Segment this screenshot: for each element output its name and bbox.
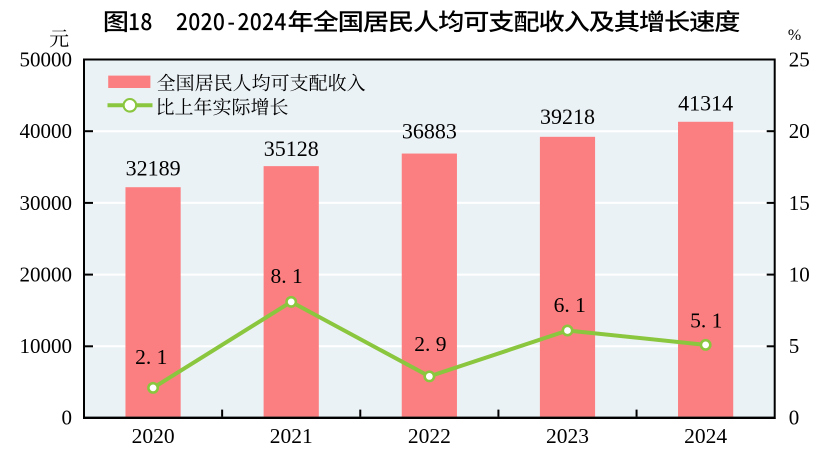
svg-text:5. 1: 5. 1 — [690, 308, 722, 332]
svg-text:32189: 32189 — [126, 155, 181, 180]
svg-text:50000: 50000 — [20, 47, 73, 71]
svg-text:41314: 41314 — [678, 91, 733, 116]
svg-text:10000: 10000 — [20, 334, 73, 358]
svg-text:8. 1: 8. 1 — [270, 264, 302, 288]
svg-text:2022: 2022 — [408, 424, 451, 448]
svg-text:%: % — [788, 27, 801, 44]
svg-text:36883: 36883 — [402, 118, 457, 143]
svg-text:2021: 2021 — [270, 424, 313, 448]
svg-text:0: 0 — [62, 406, 73, 430]
svg-text:2023: 2023 — [546, 424, 589, 448]
svg-text:5: 5 — [789, 334, 800, 358]
svg-text:2. 9: 2. 9 — [414, 332, 446, 356]
svg-text:2020: 2020 — [132, 424, 175, 448]
svg-text:20000: 20000 — [20, 263, 73, 287]
svg-text:39218: 39218 — [540, 104, 595, 129]
svg-text:35128: 35128 — [264, 136, 319, 161]
svg-text:25: 25 — [789, 47, 810, 71]
svg-text:6. 1: 6. 1 — [554, 293, 586, 317]
svg-text:2024: 2024 — [684, 424, 727, 448]
svg-text:40000: 40000 — [20, 119, 73, 143]
svg-text:20: 20 — [789, 119, 810, 143]
svg-text:15: 15 — [789, 191, 810, 215]
svg-text:2. 1: 2. 1 — [135, 345, 167, 369]
svg-text:30000: 30000 — [20, 191, 73, 215]
svg-text:0: 0 — [789, 406, 800, 430]
svg-text:10: 10 — [789, 263, 810, 287]
